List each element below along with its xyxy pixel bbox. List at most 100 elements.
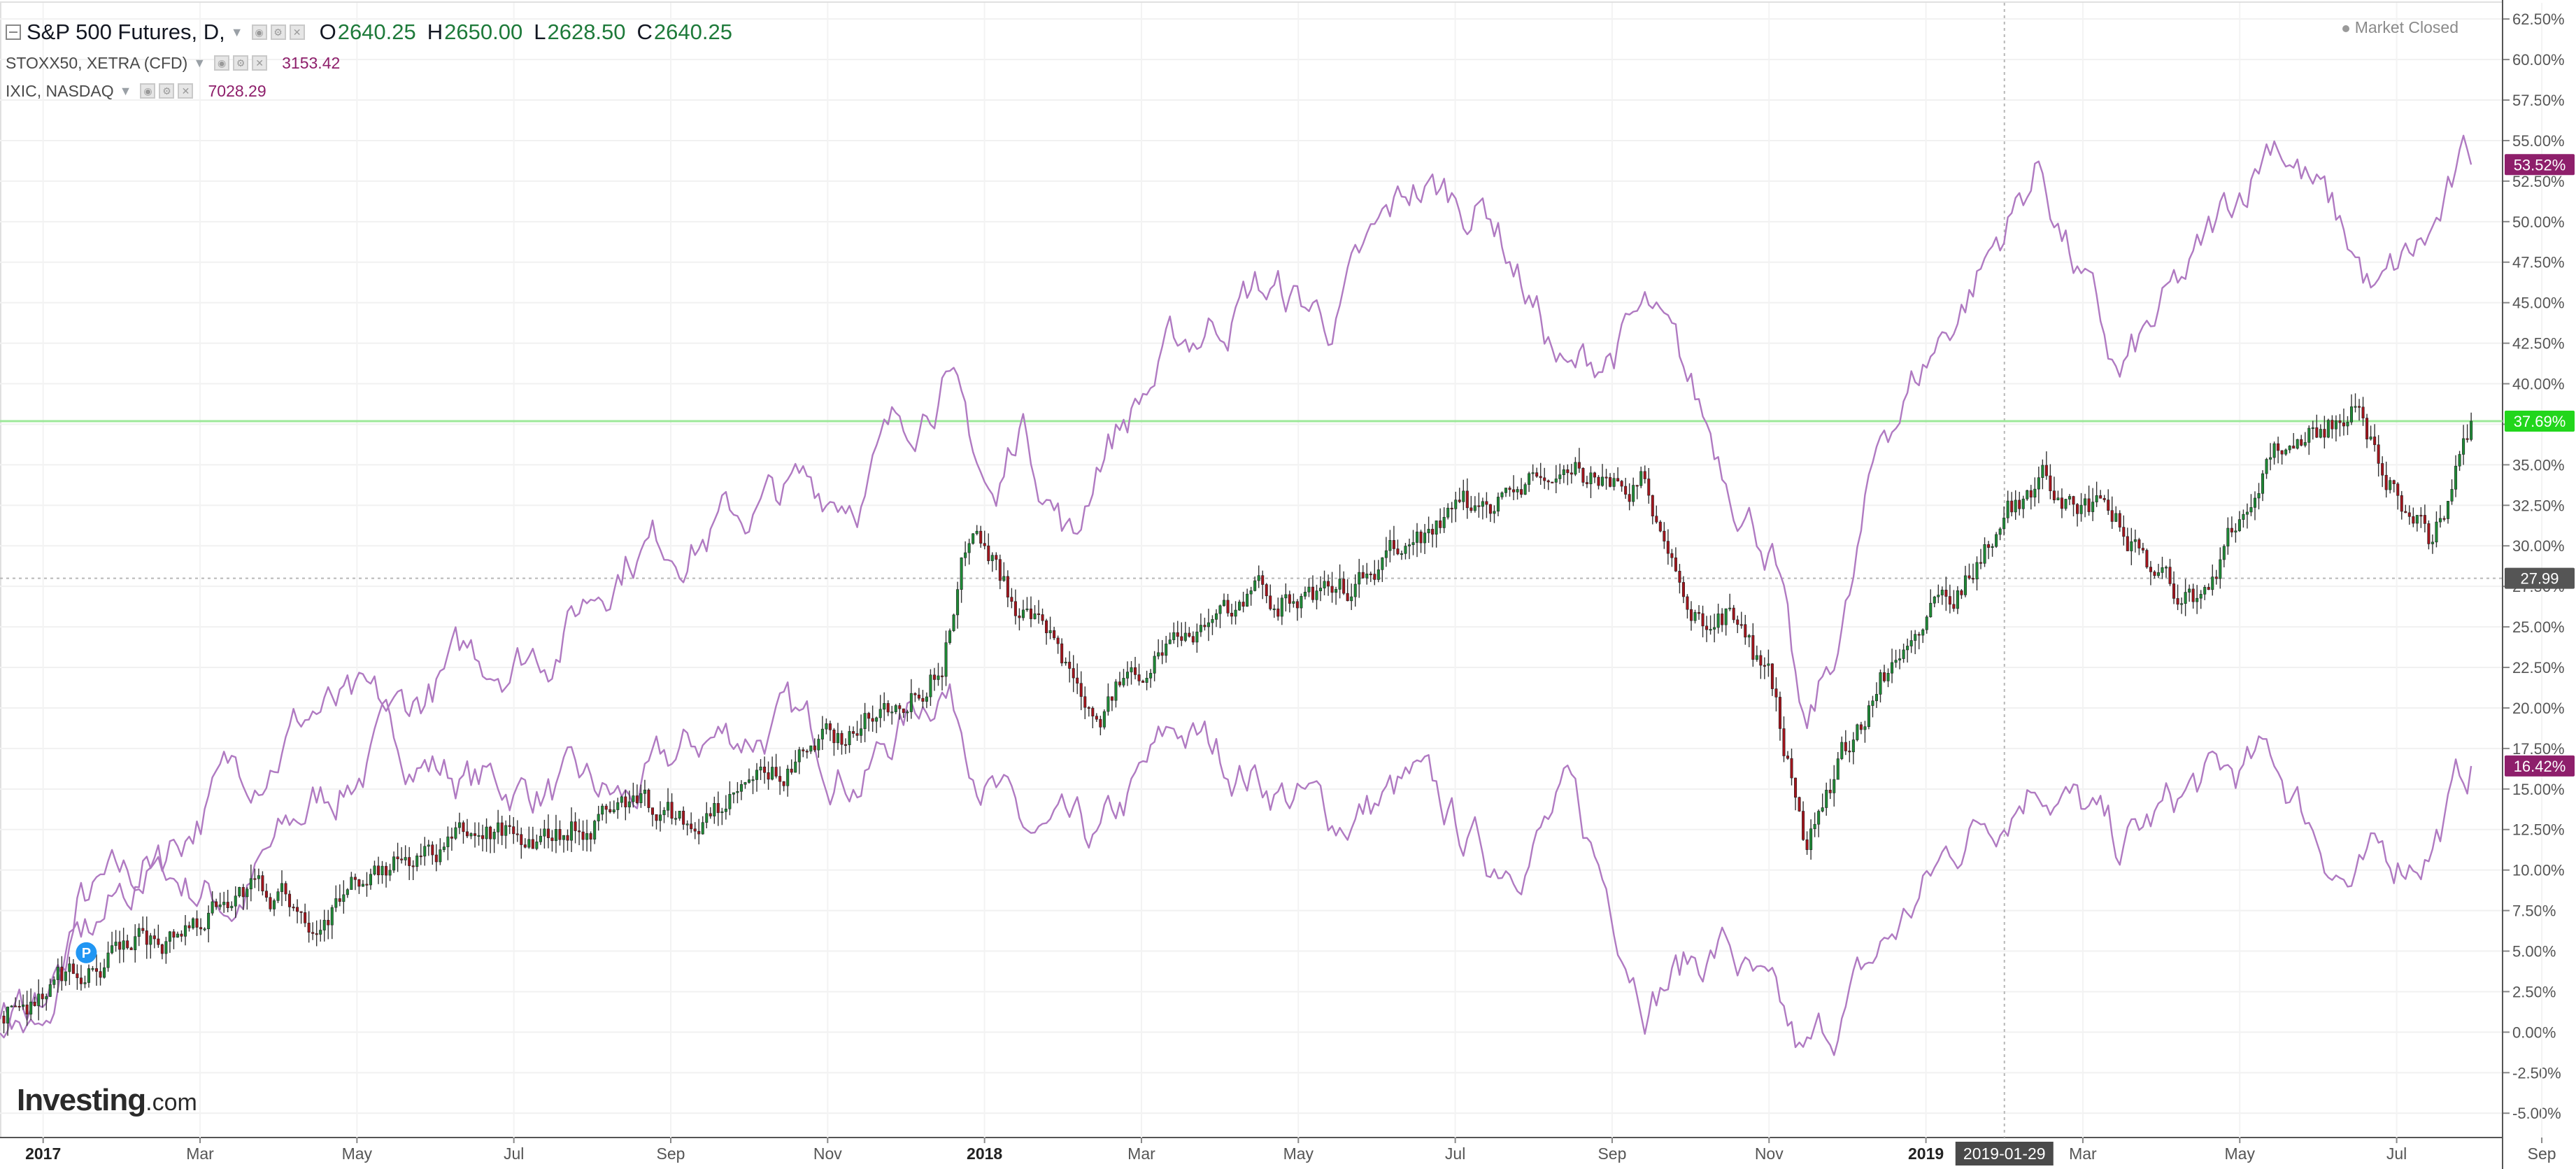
candle-body: [1037, 613, 1041, 616]
candle-body: [2365, 418, 2369, 440]
candle-body: [2207, 587, 2210, 590]
candle-body: [1891, 662, 1894, 674]
candle-body: [1940, 590, 1944, 595]
minus-square-icon[interactable]: [6, 24, 21, 40]
legend-main-row[interactable]: S&P 500 Futures, D, ▼ ◉ ⚙ ✕ O 2640.25 H 26…: [6, 15, 732, 49]
candle-body: [546, 828, 550, 838]
stoxx-last-value-tag-bg: [2505, 755, 2575, 777]
candle-body: [1160, 652, 1164, 656]
legend-compare-row[interactable]: STOXX50, XETRA (CFD) ▼ ◉ ⚙ ✕ 3153.42: [6, 49, 732, 77]
y-tick-label: 22.50%: [2512, 659, 2565, 676]
legend-compare-row[interactable]: IXIC, NASDAQ ▼ ◉ ⚙ ✕ 7028.29: [6, 77, 732, 105]
candle-body: [462, 822, 465, 833]
candle-body: [771, 767, 774, 780]
caret-down-icon[interactable]: ▼: [193, 55, 206, 70]
candle-body: [1110, 696, 1113, 701]
candle-body: [307, 923, 311, 933]
candle-body: [1798, 797, 1801, 812]
candle-body: [264, 891, 268, 898]
candle-body: [1620, 481, 1623, 487]
candle-body: [48, 984, 52, 997]
candle-body: [241, 887, 245, 898]
x-tick-label: Nov: [1755, 1145, 1784, 1163]
candle-body: [1967, 575, 1971, 579]
status-dot-icon: [2342, 24, 2349, 32]
candle-body: [2407, 512, 2411, 517]
candle-body: [1130, 667, 1133, 672]
close-icon[interactable]: ✕: [289, 24, 305, 40]
candle-body: [2280, 450, 2284, 455]
candle-body: [1102, 711, 1106, 728]
caret-down-icon[interactable]: ▼: [119, 83, 132, 98]
candle-body: [2319, 429, 2322, 438]
candle-body: [411, 865, 415, 867]
x-tick-label: Jul: [2386, 1145, 2407, 1163]
candle-body: [1442, 517, 1446, 528]
candle-body: [612, 809, 615, 813]
candle-body: [1165, 644, 1168, 656]
close-icon[interactable]: ✕: [178, 83, 194, 99]
candle-body: [1145, 677, 1148, 683]
candle-body: [566, 835, 569, 841]
candle-body: [1713, 627, 1716, 630]
caret-down-icon[interactable]: ▼: [230, 24, 243, 39]
candle-body: [2389, 480, 2392, 490]
candle-body: [713, 802, 716, 816]
close-icon[interactable]: ✕: [252, 55, 268, 71]
candle-body: [1253, 580, 1257, 591]
candle-body: [1554, 479, 1558, 483]
candle-body: [1520, 489, 1523, 495]
candle-body: [1191, 636, 1195, 643]
candle-body: [1265, 584, 1268, 597]
y-tick-label: 7.50%: [2512, 902, 2556, 920]
settings-icon[interactable]: ⚙: [159, 83, 175, 99]
settings-icon[interactable]: ⚙: [270, 24, 286, 40]
candle-body: [1612, 478, 1616, 487]
eye-icon[interactable]: ◉: [251, 24, 267, 40]
compare-series-line: [0, 681, 2472, 1056]
settings-icon[interactable]: ⚙: [233, 55, 249, 71]
candle-body: [2400, 495, 2403, 512]
candle-body: [481, 835, 485, 839]
candle-body: [535, 842, 539, 849]
candle-body: [218, 904, 222, 907]
candle-body: [22, 1005, 25, 1007]
candle-body: [1272, 608, 1276, 611]
candle-body: [261, 875, 264, 892]
candle-body: [238, 887, 241, 897]
candle-body: [1836, 758, 1840, 780]
candle-body: [1698, 612, 1701, 614]
candle-body: [2465, 438, 2469, 440]
candle-body: [1230, 613, 1234, 617]
candle-body: [1802, 811, 1805, 840]
candle-body: [245, 888, 249, 898]
candle-body: [2196, 597, 2199, 602]
y-tick-label: 45.00%: [2512, 295, 2565, 312]
candle-body: [1709, 629, 1712, 631]
candle-body: [145, 930, 148, 945]
candle-body: [234, 895, 237, 907]
candle-body: [126, 940, 129, 949]
candle-body: [597, 814, 600, 821]
candle-body: [2415, 515, 2419, 524]
candle-body: [1439, 520, 1442, 528]
candle-body: [527, 839, 531, 848]
candle-body: [2404, 511, 2407, 513]
candle-body: [2450, 489, 2454, 502]
candle-body: [442, 846, 446, 850]
candle-body: [883, 703, 886, 710]
candle-body: [2311, 427, 2314, 430]
y-tick-label: 42.50%: [2512, 335, 2565, 353]
candle-body: [925, 696, 928, 702]
x-tick-label: Sep: [2528, 1145, 2556, 1163]
eye-icon[interactable]: ◉: [214, 55, 230, 71]
candle-body: [1284, 594, 1288, 599]
candle-body: [1106, 696, 1110, 712]
candle-body: [855, 733, 859, 736]
eye-icon[interactable]: ◉: [140, 83, 156, 99]
candle-body: [1419, 531, 1423, 544]
candle-body: [1246, 593, 1249, 607]
candle-body: [2234, 530, 2237, 533]
candle-body: [1558, 474, 1562, 479]
